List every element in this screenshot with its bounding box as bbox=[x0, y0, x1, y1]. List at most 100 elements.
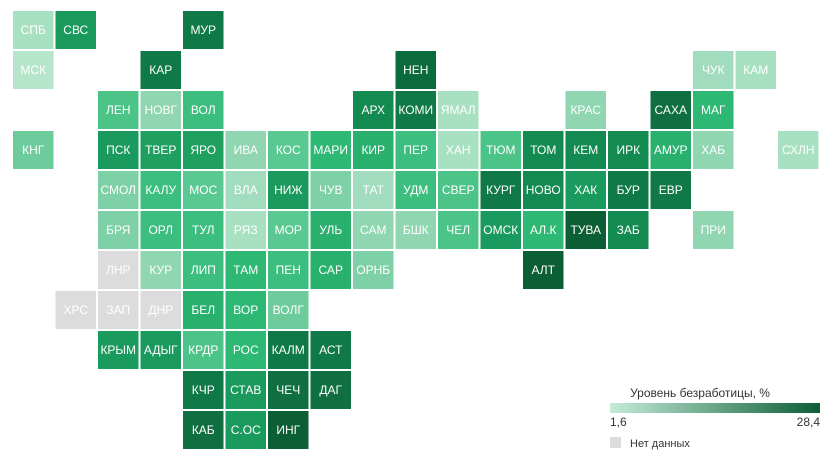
region-tile bbox=[608, 211, 649, 249]
region-label: ЗАП bbox=[106, 303, 130, 317]
region-label: КНГ bbox=[22, 143, 45, 157]
region-label: УДМ bbox=[403, 183, 428, 197]
region-label: ЯРО bbox=[190, 143, 216, 157]
region-label: УЛЬ bbox=[319, 223, 342, 237]
region-label: МОР bbox=[275, 223, 302, 237]
region-tile bbox=[140, 251, 181, 289]
region-tile bbox=[225, 411, 266, 449]
region-tile bbox=[55, 11, 96, 49]
region-label: С.ОС bbox=[231, 423, 261, 437]
region-label: ПЕН bbox=[276, 263, 301, 277]
region-label: КАЛУ bbox=[145, 183, 176, 197]
region-tile bbox=[140, 131, 181, 169]
region-tile bbox=[310, 371, 351, 409]
region-label: ПЕР bbox=[403, 143, 428, 157]
region-tile bbox=[268, 411, 309, 449]
region-label: ДАГ bbox=[319, 383, 342, 397]
region-tile bbox=[395, 51, 436, 89]
region-tile bbox=[608, 171, 649, 209]
region-label: НОВГ bbox=[144, 103, 177, 117]
region-tile bbox=[225, 211, 266, 249]
region-tile bbox=[693, 91, 734, 129]
region-tile bbox=[523, 211, 564, 249]
region-tile bbox=[183, 11, 224, 49]
region-tile bbox=[225, 131, 266, 169]
region-tile bbox=[13, 11, 54, 49]
region-label: КАБ bbox=[192, 423, 215, 437]
region-label: МАГ bbox=[701, 103, 726, 117]
region-tile bbox=[140, 91, 181, 129]
region-tile bbox=[268, 211, 309, 249]
region-label: ЗАБ bbox=[617, 223, 640, 237]
region-label: НОВО bbox=[526, 183, 561, 197]
region-tile bbox=[310, 131, 351, 169]
region-tile bbox=[438, 131, 479, 169]
region-label: МУР bbox=[190, 23, 216, 37]
region-label: ЧЕЧ bbox=[276, 383, 300, 397]
region-tile bbox=[183, 251, 224, 289]
region-label: СМОЛ bbox=[100, 183, 136, 197]
region-tile bbox=[565, 211, 606, 249]
region-tile bbox=[225, 371, 266, 409]
region-label: ОРЛ bbox=[148, 223, 173, 237]
nodata-swatch bbox=[610, 437, 621, 448]
region-label: ПРИ bbox=[701, 223, 726, 237]
region-tile bbox=[268, 171, 309, 209]
region-label: ТЮМ bbox=[486, 143, 515, 157]
region-label: СПБ bbox=[21, 23, 46, 37]
region-tile bbox=[183, 211, 224, 249]
region-label: ТАМ bbox=[233, 263, 258, 277]
region-label: КРАС bbox=[570, 103, 601, 117]
region-tile bbox=[183, 131, 224, 169]
region-label: САХА bbox=[655, 103, 687, 117]
region-label: КРЫМ bbox=[100, 343, 136, 357]
region-label: КЕМ bbox=[573, 143, 598, 157]
region-tile bbox=[13, 131, 54, 169]
region-tile bbox=[140, 291, 181, 329]
region-label: КУРГ bbox=[486, 183, 516, 197]
region-label: КЧР bbox=[192, 383, 215, 397]
region-tile bbox=[395, 91, 436, 129]
region-tile bbox=[310, 211, 351, 249]
region-label: КАЛМ bbox=[272, 343, 305, 357]
region-tile bbox=[183, 171, 224, 209]
region-label: РЯЗ bbox=[234, 223, 258, 237]
region-label: ВОЛ bbox=[191, 103, 216, 117]
region-tile bbox=[608, 131, 649, 169]
region-label: АДЫГ bbox=[144, 343, 178, 357]
region-tile bbox=[650, 91, 691, 129]
region-tile bbox=[268, 371, 309, 409]
region-label: ОРНБ bbox=[356, 263, 390, 277]
region-label: МОС bbox=[189, 183, 217, 197]
legend-title: Уровень безработицы, % bbox=[630, 386, 770, 400]
region-tile bbox=[98, 131, 139, 169]
region-label: БШК bbox=[403, 223, 429, 237]
region-label: КОМИ bbox=[398, 103, 433, 117]
region-tile bbox=[13, 51, 54, 89]
region-label: ТВЕР bbox=[145, 143, 176, 157]
region-label: АЛ.К bbox=[530, 223, 556, 237]
region-tile bbox=[183, 411, 224, 449]
region-label: ТУЛ bbox=[192, 223, 214, 237]
region-tile bbox=[565, 171, 606, 209]
region-label: ОМСК bbox=[483, 223, 518, 237]
region-label: СВЕР bbox=[442, 183, 475, 197]
region-tile bbox=[693, 51, 734, 89]
region-tile bbox=[523, 251, 564, 289]
region-tile bbox=[98, 331, 139, 369]
legend-min: 1,6 bbox=[610, 415, 627, 429]
region-tile bbox=[480, 171, 521, 209]
region-tile bbox=[353, 171, 394, 209]
region-label: ХАК bbox=[574, 183, 597, 197]
region-tile bbox=[438, 91, 479, 129]
region-label: МАРИ bbox=[313, 143, 348, 157]
region-tile bbox=[140, 171, 181, 209]
region-tile bbox=[310, 251, 351, 289]
region-tile bbox=[268, 291, 309, 329]
region-label: ТОМ bbox=[530, 143, 556, 157]
region-tile bbox=[693, 211, 734, 249]
region-label: ТУВА bbox=[570, 223, 601, 237]
region-tile bbox=[225, 171, 266, 209]
region-tile bbox=[140, 51, 181, 89]
region-label: КАР bbox=[149, 63, 172, 77]
